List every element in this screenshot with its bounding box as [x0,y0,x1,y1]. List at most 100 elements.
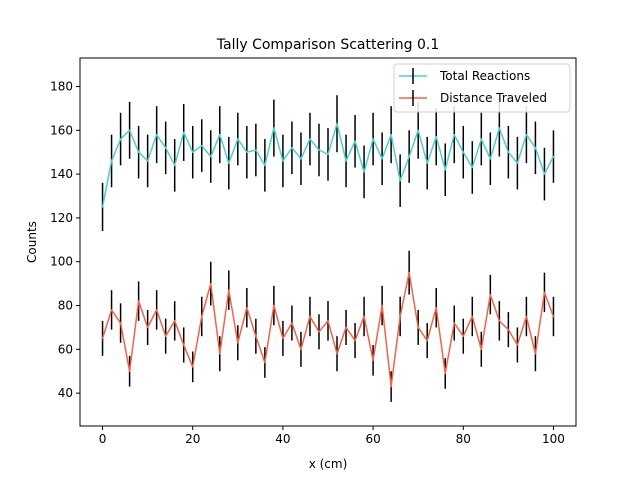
x-tick-label: 100 [542,432,565,446]
data-point [282,337,284,340]
data-point [489,293,492,296]
data-point [543,173,546,175]
data-point [255,335,257,337]
data-point [498,320,501,322]
data-point [146,326,149,329]
data-point [182,131,185,134]
data-point [119,138,122,140]
x-tick-label: 20 [185,432,200,446]
data-point [318,331,320,333]
legend-box [393,63,571,113]
x-tick-label: 60 [365,432,380,446]
data-point [318,149,320,151]
data-point [173,164,176,167]
data-point [273,127,275,129]
data-point [354,140,356,143]
data-point [543,291,546,294]
series-distance-traveled [101,250,555,402]
data-point [516,162,519,164]
data-point [507,151,510,153]
legend: Total Reactions Distance Traveled [393,63,571,113]
data-point [498,127,501,129]
data-point [264,361,266,364]
data-point [525,315,528,318]
data-point [372,138,374,140]
data-point [516,344,519,346]
data-point [155,309,158,311]
data-point [363,315,365,318]
y-tick-label: 140 [50,167,73,181]
data-point [327,320,329,322]
data-point [209,282,212,285]
data-point [255,149,257,151]
legend-label-total-reactions: Total Reactions [439,69,530,83]
y-tick-label: 180 [50,79,73,93]
data-point [471,166,474,169]
data-point [444,168,447,171]
data-point [291,147,293,149]
data-point [552,155,555,158]
data-point [345,160,347,162]
data-point [101,206,104,208]
data-point [137,151,140,153]
data-point [246,151,248,153]
data-point [191,366,194,368]
data-point [435,306,438,309]
data-point [327,153,329,156]
data-point [128,370,131,373]
data-point [309,138,311,140]
y-tick-label: 120 [50,211,73,225]
data-point [381,157,383,160]
data-point [534,147,537,149]
data-point [480,348,483,351]
data-point [300,348,302,351]
data-point [101,337,104,340]
data-point [228,289,230,291]
data-point [471,315,474,318]
data-point [408,155,410,158]
data-point [417,326,419,329]
data-point [507,328,510,331]
data-point [453,322,456,324]
data-point [182,344,185,346]
data-point [354,339,356,342]
data-point [435,136,438,138]
x-tick-label: 40 [275,432,290,446]
data-point [291,322,293,324]
data-point [552,315,555,318]
data-point [200,144,203,147]
data-point [480,138,483,140]
data-point [300,157,302,160]
data-point [246,306,248,309]
data-point [525,133,528,136]
data-point [462,151,465,153]
chart-title: Tally Comparison Scattering 0.1 [216,37,439,53]
data-point [264,164,266,167]
data-point [444,372,447,375]
data-point [137,300,140,302]
data-point [237,138,239,140]
x-tick-label: 80 [456,432,471,446]
data-point [200,315,203,318]
data-point [191,151,194,153]
data-point [408,271,410,274]
data-point [119,322,122,324]
data-point [417,129,419,132]
data-point [381,304,383,307]
data-point [110,160,113,162]
data-point [237,341,239,344]
y-tick-label: 40 [58,386,73,400]
data-point [426,162,429,164]
data-point [399,315,401,318]
data-point [390,385,392,388]
data-point [534,352,537,355]
y-tick-label: 80 [58,299,73,313]
data-point [345,326,347,329]
data-point [363,171,365,173]
data-point [309,315,311,318]
x-axis-label: x (cm) [309,457,348,471]
data-point [164,147,167,149]
data-point [426,339,429,342]
data-point [128,129,131,132]
